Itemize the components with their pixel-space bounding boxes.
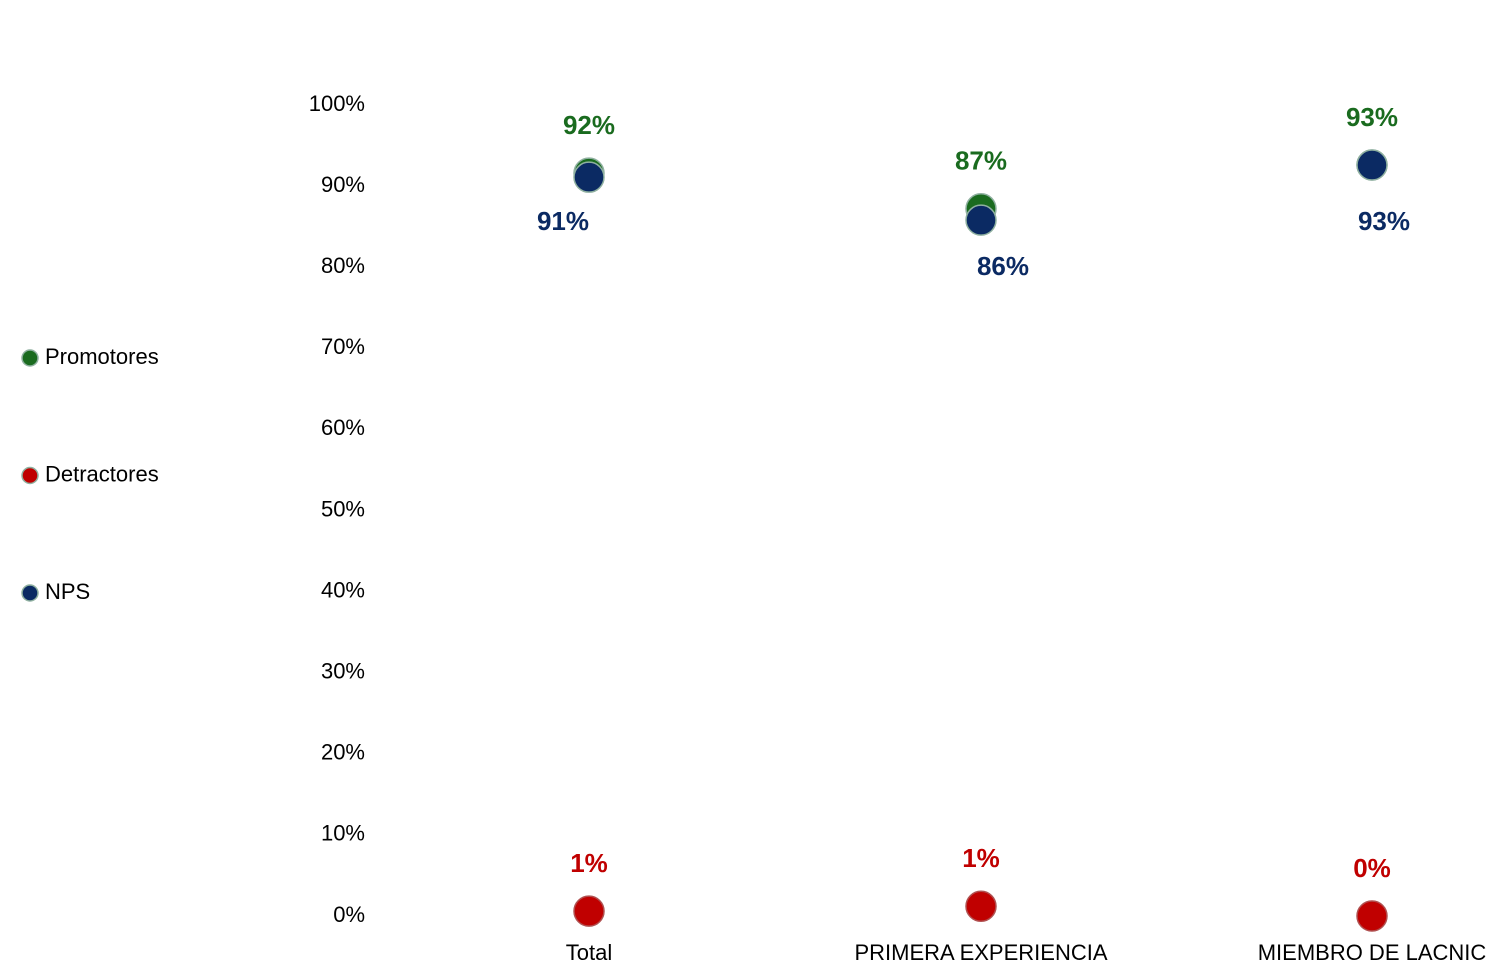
y-tick-label: 90% (321, 172, 365, 197)
y-tick-label: 20% (321, 740, 365, 765)
legend-label: Promotores (45, 344, 159, 369)
x-tick-label: MIEMBRO DE LACNIC (1258, 940, 1487, 965)
dot (965, 890, 997, 923)
x-tick-label: Total (566, 940, 612, 965)
y-tick-label: 50% (321, 496, 365, 521)
y-tick-label: 70% (321, 334, 365, 359)
y-tick-label: 80% (321, 253, 365, 278)
dot (1356, 900, 1388, 932)
dot (573, 161, 605, 193)
data-label: 0% (1353, 853, 1391, 883)
legend-label: Detractores (45, 461, 159, 486)
legend-label: NPS (45, 579, 90, 604)
x-tick-label: PRIMERA EXPERIENCIA (854, 940, 1107, 965)
y-tick-label: 40% (321, 577, 365, 602)
y-tick-label: 60% (321, 415, 365, 440)
data-label: 92% (563, 110, 615, 140)
data-label: 87% (955, 146, 1007, 176)
data-label: 1% (570, 848, 608, 878)
y-tick-label: 0% (333, 902, 365, 927)
dot (573, 895, 605, 927)
data-label: 1% (962, 843, 1000, 873)
legend-marker (21, 349, 39, 367)
dot (1356, 149, 1388, 181)
y-tick-label: 100% (309, 91, 365, 116)
dot (965, 204, 997, 236)
data-label: 86% (977, 251, 1029, 281)
legend-marker (21, 466, 39, 485)
data-label: 93% (1358, 206, 1410, 236)
data-label: 93% (1346, 102, 1398, 132)
data-label: 91% (537, 206, 589, 236)
y-tick-label: 10% (321, 821, 365, 846)
y-tick-label: 30% (321, 659, 365, 684)
legend-marker (21, 584, 39, 602)
